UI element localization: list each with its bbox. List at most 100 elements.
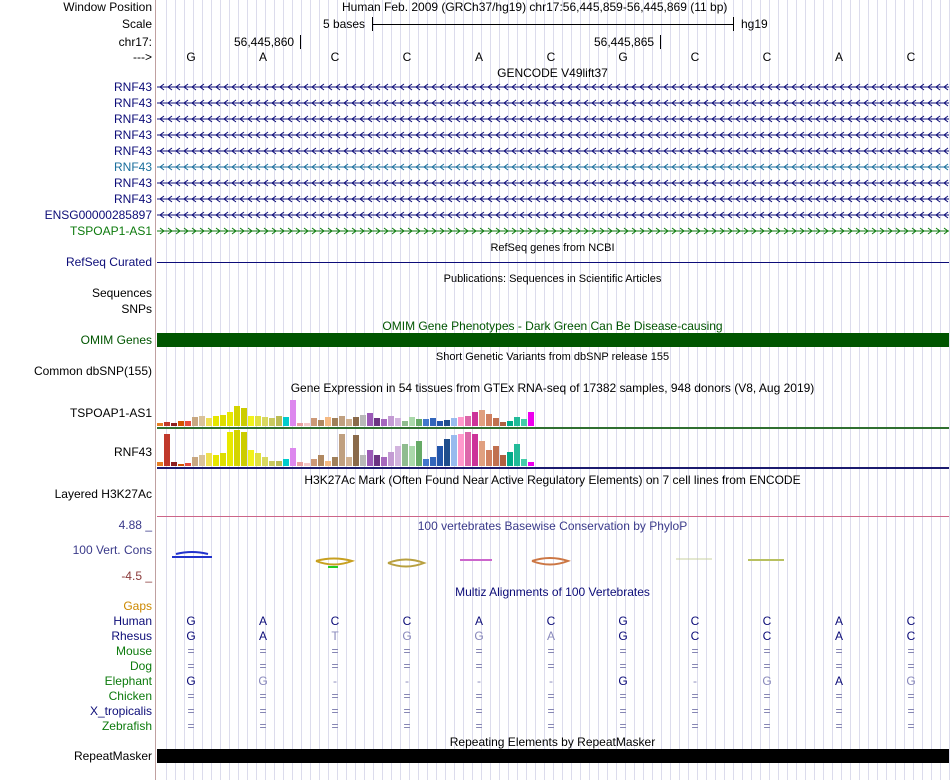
gtex-tissue-bar[interactable] (157, 462, 163, 466)
gtex-tissue-bar[interactable] (353, 417, 359, 426)
gtex-tissue-bar[interactable] (192, 457, 198, 466)
gtex-tissue-bar[interactable] (367, 413, 373, 426)
gtex-tissue-bar[interactable] (304, 423, 310, 426)
gtex-tissue-bar[interactable] (444, 439, 450, 466)
gtex-tissue-bar[interactable] (374, 455, 380, 466)
gtex-tissue-bar[interactable] (346, 419, 352, 426)
omim-bar[interactable] (157, 333, 949, 347)
gtex-tissue-bar[interactable] (416, 441, 422, 466)
publications-sequences-label[interactable]: Sequences (91, 286, 152, 300)
gtex-tissue-bar[interactable] (325, 461, 331, 466)
gtex-tissue-bar[interactable] (325, 417, 331, 426)
gtex-tissue-bar[interactable] (199, 455, 205, 466)
h3k27ac-label[interactable]: Layered H3K27Ac (54, 487, 152, 501)
gtex-tissue-bar[interactable] (262, 457, 268, 466)
gtex-tissue-bar[interactable] (402, 421, 408, 426)
gencode-track-line[interactable] (157, 82, 949, 92)
gtex-tissue-bar[interactable] (276, 416, 282, 426)
gtex-tissue-bar[interactable] (353, 435, 359, 466)
gtex-tissue-bar[interactable] (437, 446, 443, 466)
gtex-tissue-bar[interactable] (493, 418, 499, 426)
gtex-tissue-bar[interactable] (409, 417, 415, 426)
gtex-tissue-bar[interactable] (220, 453, 226, 466)
gtex-tissue-bar[interactable] (395, 446, 401, 466)
gtex-tissue-bar[interactable] (290, 448, 296, 466)
gtex-label-rnf43[interactable]: RNF43 (113, 445, 152, 459)
gtex-tissue-bar[interactable] (318, 420, 324, 426)
gtex-tissue-bar[interactable] (395, 418, 401, 426)
gtex-tissue-bar[interactable] (311, 459, 317, 466)
gencode-track-label[interactable]: RNF43 (113, 112, 152, 126)
gtex-tissue-bar[interactable] (339, 434, 345, 466)
multiz-species-label[interactable]: X_tropicalis (89, 704, 152, 718)
gtex-tissue-bar[interactable] (192, 417, 198, 426)
multiz-species-label[interactable]: Elephant (104, 674, 152, 688)
gtex-tissue-bar[interactable] (514, 444, 520, 466)
gtex-tissue-bar[interactable] (248, 450, 254, 466)
gtex-tissue-bar[interactable] (206, 418, 212, 426)
gtex-tissue-bar[interactable] (290, 400, 296, 426)
gtex-tissue-bar[interactable] (269, 418, 275, 426)
gtex-tissue-bar[interactable] (521, 419, 527, 426)
gtex-tissue-bar[interactable] (472, 434, 478, 466)
gtex-tissue-bar[interactable] (297, 462, 303, 466)
gtex-tissue-bar[interactable] (451, 418, 457, 426)
gtex-tissue-bar[interactable] (458, 417, 464, 426)
gtex-tissue-bar[interactable] (304, 463, 310, 466)
gencode-track-line[interactable] (157, 178, 949, 188)
multiz-species-label[interactable]: Zebrafish (101, 719, 152, 733)
gencode-track-line[interactable] (157, 114, 949, 124)
gtex-tissue-bar[interactable] (465, 432, 471, 466)
gtex-tissue-bar[interactable] (248, 416, 254, 426)
gtex-tissue-bar[interactable] (458, 434, 464, 466)
omim-label[interactable]: OMIM Genes (80, 333, 152, 347)
gtex-tissue-bar[interactable] (234, 430, 240, 466)
gtex-tissue-bar[interactable] (213, 455, 219, 466)
gencode-track-line[interactable] (157, 210, 949, 220)
gtex-tissue-bar[interactable] (241, 408, 247, 426)
gtex-tissue-bar[interactable] (402, 444, 408, 466)
gencode-track-label[interactable]: RNF43 (113, 176, 152, 190)
multiz-species-label[interactable]: Rhesus (111, 629, 152, 643)
dbsnp-label[interactable]: Common dbSNP(155) (33, 364, 152, 378)
gtex-tissue-bar[interactable] (423, 459, 429, 466)
gtex-tissue-bar[interactable] (472, 412, 478, 426)
gtex-tissue-bar[interactable] (234, 406, 240, 426)
gtex-tissue-bar[interactable] (367, 450, 373, 466)
gtex-tissue-bar[interactable] (514, 417, 520, 426)
gtex-tissue-bar[interactable] (500, 455, 506, 466)
gtex-tissue-bar[interactable] (430, 457, 436, 466)
gtex-tissue-bar[interactable] (227, 432, 233, 466)
publications-snps-label[interactable]: SNPs (121, 302, 152, 316)
gtex-tissue-bar[interactable] (444, 420, 450, 426)
gencode-track-label[interactable]: RNF43 (113, 192, 152, 206)
gtex-tissue-bar[interactable] (332, 457, 338, 466)
gtex-tissue-bar[interactable] (493, 446, 499, 466)
gtex-tissue-bar[interactable] (360, 415, 366, 426)
gtex-tissue-bar[interactable] (318, 455, 324, 466)
gtex-tissue-bar[interactable] (507, 421, 513, 426)
gtex-tissue-bar[interactable] (339, 416, 345, 426)
multiz-species-label[interactable]: Human (113, 614, 152, 628)
gtex-tissue-bar[interactable] (164, 434, 170, 466)
gtex-tissue-bar[interactable] (269, 461, 275, 466)
gtex-tissue-bar[interactable] (220, 415, 226, 426)
gtex-tissue-bar[interactable] (388, 416, 394, 426)
gencode-track-label[interactable]: RNF43 (113, 80, 152, 94)
gtex-tissue-bar[interactable] (346, 457, 352, 466)
gtex-tissue-bar[interactable] (297, 423, 303, 426)
gtex-tissue-bar[interactable] (507, 452, 513, 466)
gtex-tissue-bar[interactable] (185, 463, 191, 466)
gencode-track-line[interactable] (157, 146, 949, 156)
gencode-track-line[interactable] (157, 194, 949, 204)
gtex-tissue-bar[interactable] (164, 422, 170, 426)
multiz-species-label[interactable]: Dog (129, 659, 152, 673)
gencode-track-line[interactable] (157, 162, 949, 172)
gtex-tissue-bar[interactable] (500, 422, 506, 426)
phylop-label[interactable]: 100 Vert. Cons (72, 543, 152, 557)
gtex-tissue-bar[interactable] (388, 452, 394, 466)
gtex-tissue-bar[interactable] (332, 418, 338, 426)
gencode-track-line[interactable] (157, 98, 949, 108)
gtex-tissue-bar[interactable] (479, 441, 485, 466)
gtex-tissue-bar[interactable] (157, 423, 163, 426)
